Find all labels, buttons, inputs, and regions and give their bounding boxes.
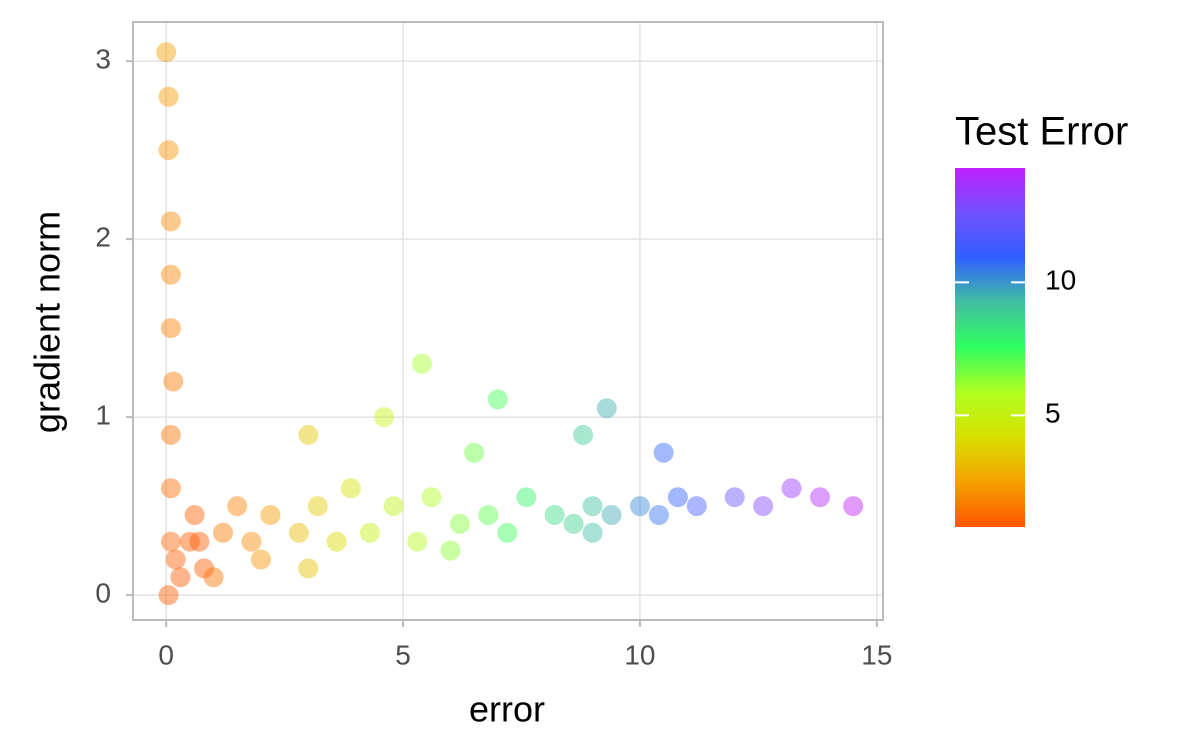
point bbox=[288, 522, 309, 543]
point bbox=[298, 558, 319, 579]
point bbox=[421, 487, 442, 508]
point bbox=[227, 496, 248, 517]
point bbox=[189, 531, 210, 552]
point bbox=[653, 442, 674, 463]
point bbox=[160, 318, 181, 339]
point bbox=[203, 567, 224, 588]
point bbox=[156, 42, 177, 63]
point bbox=[596, 398, 617, 419]
point bbox=[160, 211, 181, 232]
point bbox=[158, 86, 179, 107]
point bbox=[160, 424, 181, 445]
point bbox=[563, 513, 584, 534]
point bbox=[213, 522, 234, 543]
colorbar-tick-label: 5 bbox=[1045, 398, 1061, 429]
point bbox=[753, 496, 774, 517]
point bbox=[260, 504, 281, 525]
point bbox=[843, 496, 864, 517]
y-tick-label: 0 bbox=[95, 577, 111, 608]
point bbox=[487, 389, 508, 410]
point bbox=[184, 504, 205, 525]
point bbox=[582, 522, 603, 543]
point bbox=[250, 549, 271, 570]
legend-title: Test Error bbox=[955, 110, 1128, 154]
point bbox=[170, 567, 191, 588]
y-tick-label: 2 bbox=[95, 222, 111, 253]
point bbox=[449, 513, 470, 534]
point bbox=[412, 353, 433, 374]
x-tick-label: 5 bbox=[395, 639, 411, 670]
point bbox=[544, 504, 565, 525]
point bbox=[326, 531, 347, 552]
point bbox=[648, 504, 669, 525]
point bbox=[464, 442, 485, 463]
point bbox=[165, 549, 186, 570]
point bbox=[340, 478, 361, 499]
point bbox=[516, 487, 537, 508]
x-tick-label: 10 bbox=[624, 639, 655, 670]
point bbox=[160, 478, 181, 499]
point bbox=[629, 496, 650, 517]
point bbox=[781, 478, 802, 499]
point bbox=[158, 140, 179, 161]
point bbox=[809, 487, 830, 508]
point bbox=[179, 531, 200, 552]
point bbox=[374, 407, 395, 428]
point bbox=[194, 558, 215, 579]
point bbox=[686, 496, 707, 517]
point bbox=[582, 496, 603, 517]
x-tick-label: 0 bbox=[158, 639, 174, 670]
point bbox=[241, 531, 262, 552]
x-tick-label: 15 bbox=[861, 639, 892, 670]
point bbox=[601, 504, 622, 525]
y-tick-label: 1 bbox=[95, 399, 111, 430]
panel-border bbox=[132, 21, 884, 621]
point bbox=[724, 487, 745, 508]
point bbox=[359, 522, 380, 543]
point bbox=[160, 264, 181, 285]
point bbox=[163, 371, 184, 392]
point bbox=[383, 496, 404, 517]
point bbox=[478, 504, 499, 525]
point bbox=[573, 424, 594, 445]
point bbox=[160, 531, 181, 552]
point bbox=[440, 540, 461, 561]
point bbox=[667, 487, 688, 508]
point bbox=[407, 531, 428, 552]
y-axis-title: gradient norm bbox=[27, 211, 68, 433]
colorbar-tick-label: 10 bbox=[1045, 265, 1076, 296]
point bbox=[307, 496, 328, 517]
point bbox=[298, 424, 319, 445]
point bbox=[497, 522, 518, 543]
y-tick-label: 3 bbox=[95, 44, 111, 75]
point bbox=[158, 585, 179, 606]
colorbar bbox=[955, 168, 1025, 527]
x-axis-title: error bbox=[469, 689, 545, 730]
